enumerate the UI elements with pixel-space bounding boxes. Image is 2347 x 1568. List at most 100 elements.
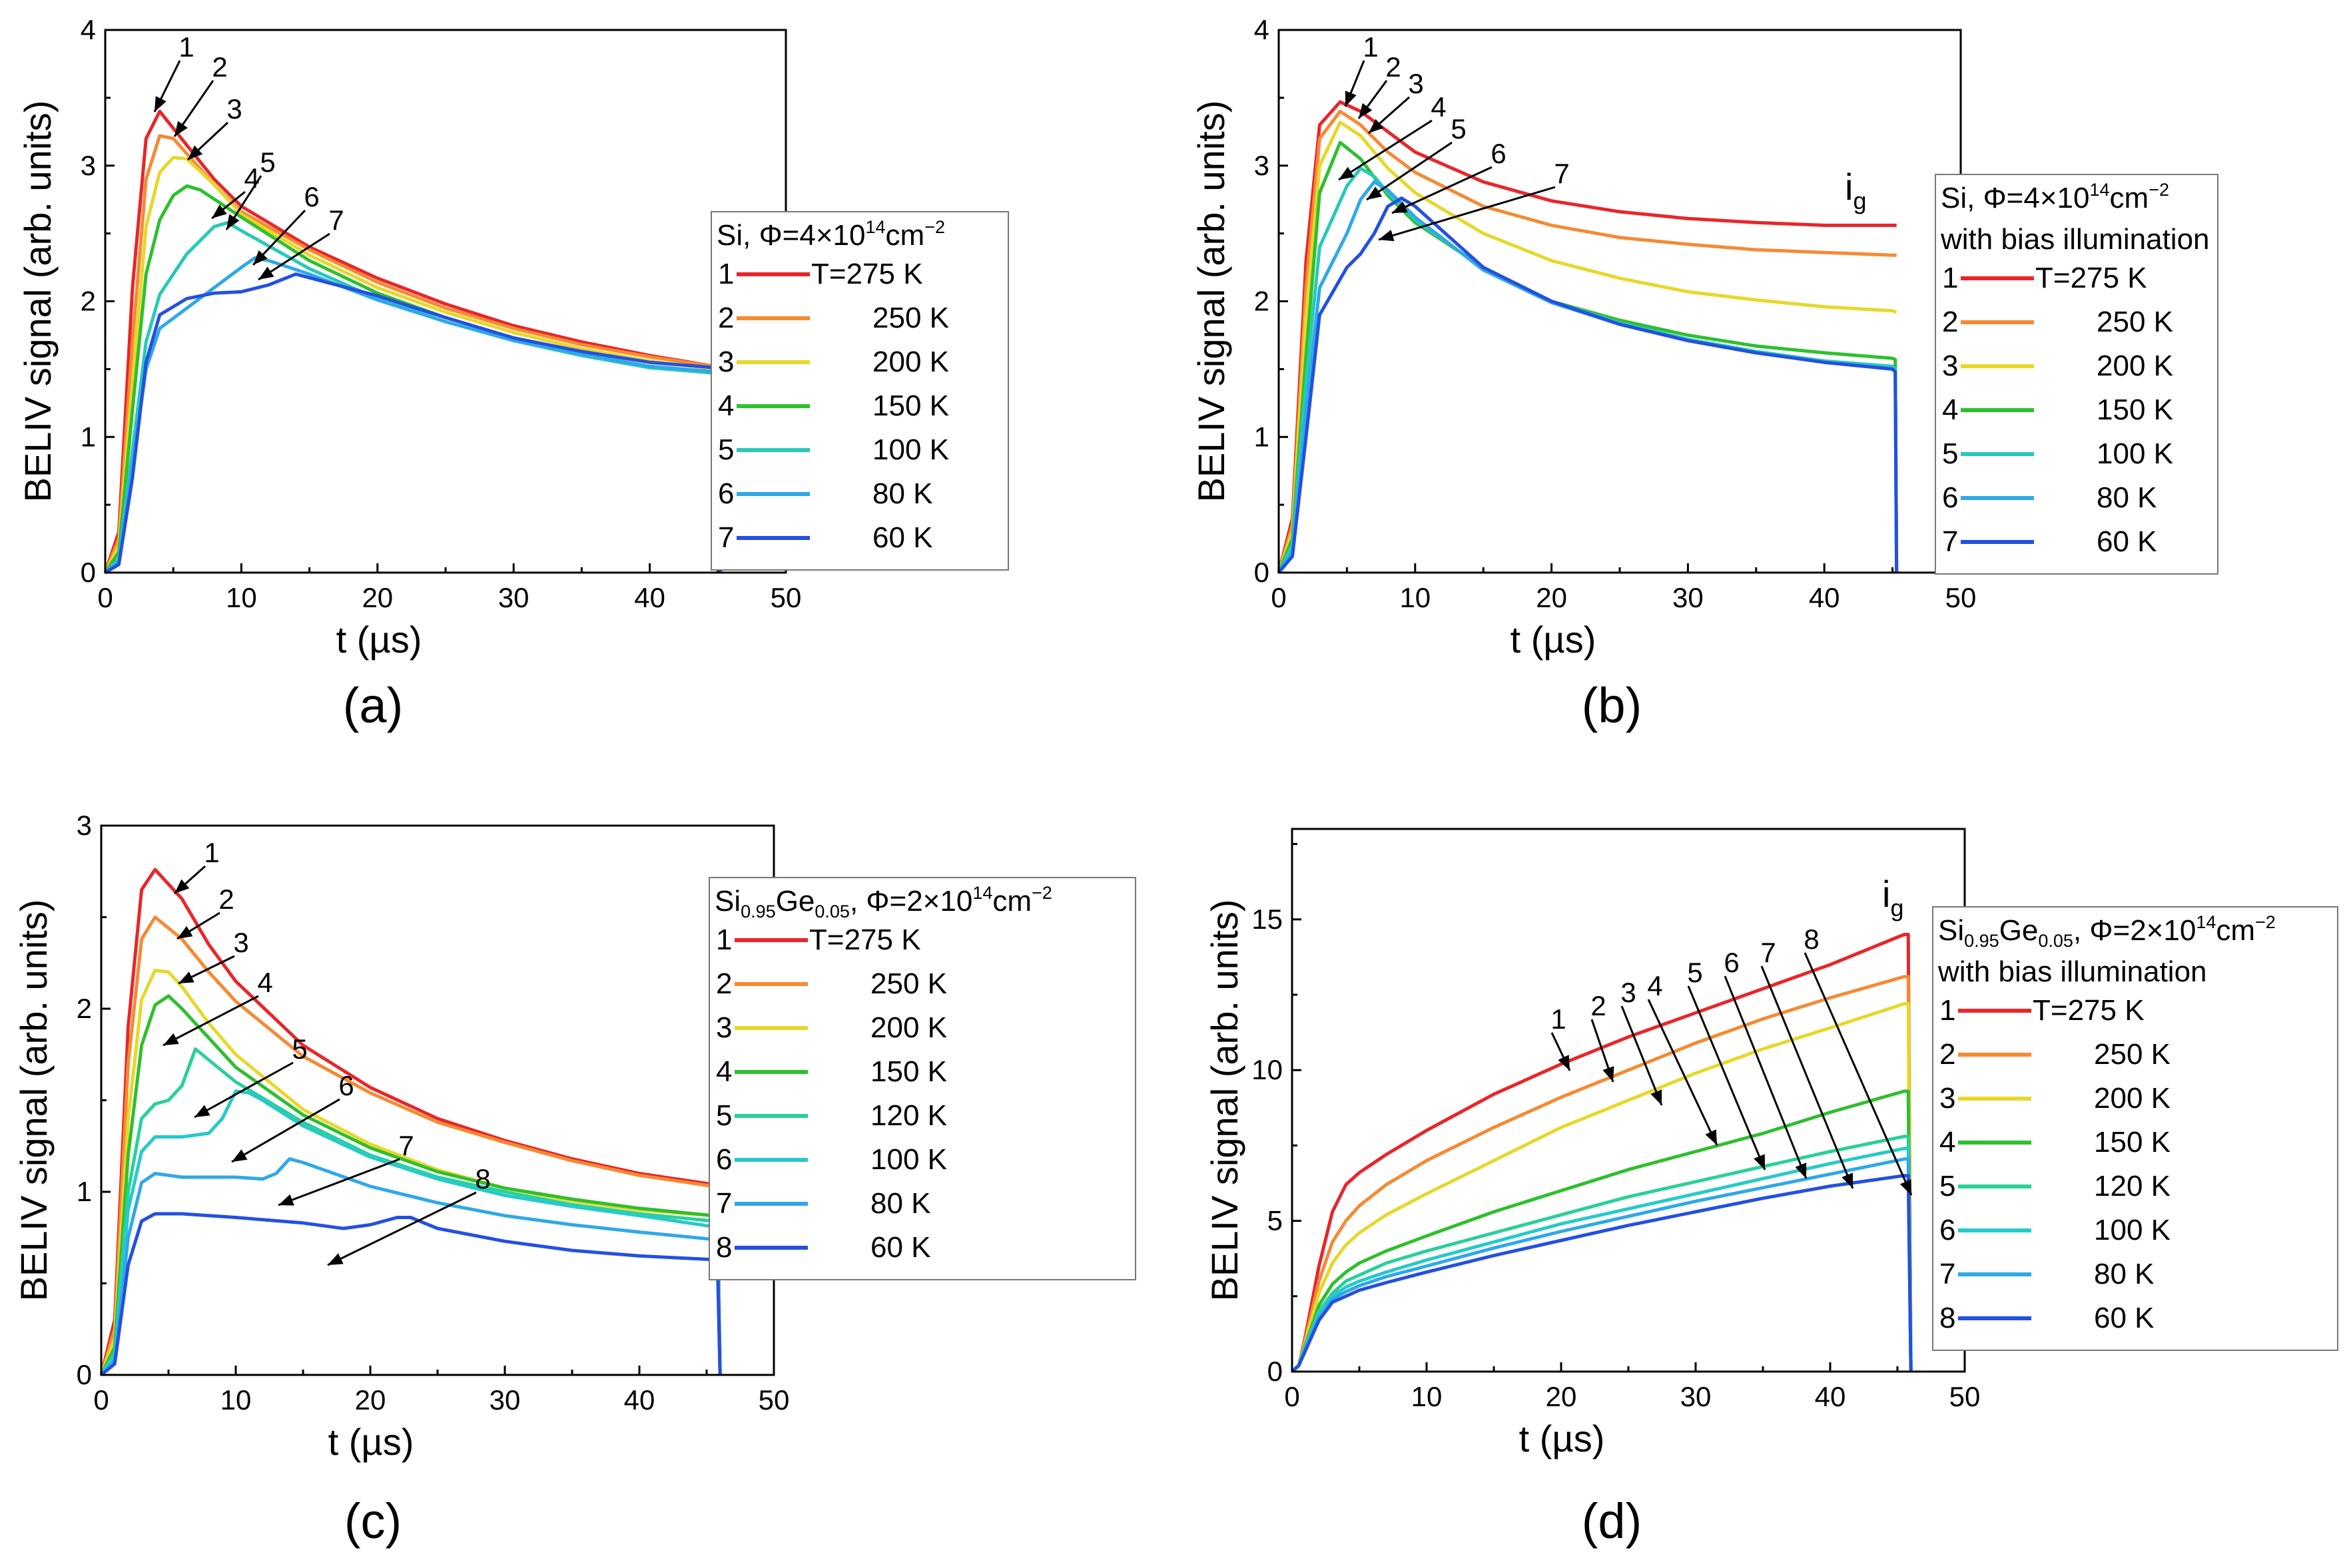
series-line-2 [1277, 109, 1897, 573]
annotation-arrowhead [1339, 166, 1355, 180]
legend-label: 150 K [872, 390, 949, 422]
y-tick-label: 0 [1267, 1356, 1283, 1387]
ig-sub: g [1890, 894, 1903, 921]
legend-number: 5 [716, 1099, 732, 1132]
x-tick-label: 20 [1546, 1381, 1577, 1412]
annotation-arrowhead [212, 204, 227, 218]
x-tick-label: 0 [93, 1384, 109, 1416]
plot-frame [1277, 29, 1962, 574]
plot-frame [100, 824, 775, 1376]
legend-label: 100 K [870, 1143, 947, 1176]
legend-box [711, 211, 1009, 571]
series-line-8 [1291, 1174, 1913, 1373]
legend-number: 4 [716, 1055, 732, 1088]
legend-title-line2: with bias illumination [1940, 223, 2210, 256]
legend-label: 200 K [872, 346, 949, 378]
legend-number: 4 [1942, 393, 1958, 426]
curve-annotation-label: 5 [292, 1033, 307, 1065]
legend-title-part: Ge [1999, 914, 2039, 947]
legend-number: 2 [718, 302, 734, 334]
x-tick-label: 20 [1536, 582, 1567, 613]
curve-annotation-label: 1 [1363, 31, 1378, 63]
panel-caption: (a) [343, 678, 403, 733]
panel-caption: (d) [1582, 1493, 1642, 1549]
legend-number: 7 [718, 521, 734, 554]
legend-label: 80 K [2094, 1258, 2155, 1290]
annotation-arrow [1391, 166, 1493, 214]
legend: Si, Φ=4×1014cm−2 with bias illumination 1 T… [1935, 174, 2218, 575]
y-axis-label: BELIV signal (arb. units) [1203, 900, 1245, 1302]
curve-annotation-label: 3 [1620, 977, 1636, 1008]
x-tick-label: 30 [1672, 582, 1704, 613]
legend-title-part: 0.05 [815, 902, 850, 921]
y-axis-label: BELIV signal (arb. units) [17, 101, 59, 503]
legend-label: 120 K [2094, 1170, 2171, 1202]
annotation-arrowhead [328, 1253, 344, 1265]
legend-number: 2 [1939, 1038, 1955, 1071]
x-tick-label: 20 [362, 582, 393, 613]
series-line-6 [1291, 1147, 1913, 1373]
ig-base: i [1882, 873, 1890, 915]
legend-title: Si0.95Ge0.05, Φ=2×1014cm−2 [715, 883, 1052, 921]
x-axis-label: t (µs) [1519, 1418, 1605, 1459]
curve-annotation-label: 2 [1590, 990, 1606, 1021]
legend-title-part: cm [992, 885, 1032, 917]
ig-label: ig [1845, 166, 1866, 214]
curve-annotation-label: 3 [226, 93, 242, 125]
chart-panel-3: 0 10 20 30 40 50 0 1 2 3 t (µs) BELIV signal (arb. … [13, 810, 1136, 1463]
annotation-arrow [1620, 1005, 1663, 1106]
y-tick-label: 2 [1254, 286, 1269, 317]
curve-annotation-label: 8 [475, 1163, 490, 1194]
legend-label: 80 K [872, 477, 933, 510]
legend-label: 250 K [2094, 1038, 2171, 1071]
x-tick-label: 10 [1399, 582, 1431, 613]
annotation-arrowhead [253, 250, 268, 265]
annotation-arrow [1378, 186, 1556, 241]
annotation-arrowhead [1650, 1089, 1662, 1105]
curve-annotation-label: 6 [1724, 947, 1739, 978]
curve-annotation-label: 2 [218, 884, 234, 915]
legend-label: 80 K [870, 1187, 931, 1220]
annotation-arrow [1724, 975, 1808, 1179]
legend-label: 60 K [872, 521, 933, 554]
legend-title-part: Si, Φ=4×10 [717, 219, 865, 252]
curve-annotation-label: 5 [1687, 957, 1702, 988]
legend-number: 7 [1942, 525, 1958, 558]
curve-annotation-label: 4 [257, 967, 272, 998]
panel-caption: (b) [1582, 678, 1642, 733]
series-line-1 [1277, 100, 1897, 573]
curve-annotation-label: 2 [212, 51, 227, 83]
legend-number: 5 [718, 433, 734, 466]
legend-number: 5 [1939, 1170, 1955, 1202]
legend-title-part: cm [2216, 914, 2255, 947]
legend-number: 4 [718, 390, 734, 422]
series-line-7 [100, 1157, 722, 1376]
legend-label: 200 K [870, 1011, 947, 1044]
annotation-arrowhead [178, 971, 194, 983]
legend-title-part: Si, Φ=4×10 [1941, 182, 2089, 214]
legend-number: 3 [1939, 1082, 1955, 1115]
legend-number: 7 [716, 1187, 732, 1220]
legend-label: 100 K [2097, 437, 2173, 470]
series-line-3 [1291, 1002, 1913, 1373]
series-line-1 [99, 868, 722, 1376]
legend-label: T=275 K [2035, 262, 2147, 294]
curve-annotation-label: 1 [178, 31, 194, 63]
legend-label: 60 K [870, 1231, 931, 1264]
legend-box [1935, 174, 2218, 575]
legend-title-part: 14 [972, 883, 992, 903]
series-line-5 [104, 220, 723, 574]
series-line-7 [104, 272, 723, 575]
plot-frame [104, 29, 787, 574]
legend-title-part: cm [886, 219, 925, 252]
x-tick-label: 40 [1809, 582, 1840, 613]
series-line-4 [1291, 1089, 1913, 1373]
series-group [1291, 933, 1913, 1373]
legend-label: 250 K [2097, 306, 2173, 338]
series-line-7 [1277, 196, 1899, 574]
curve-annotation-label: 6 [338, 1070, 354, 1101]
